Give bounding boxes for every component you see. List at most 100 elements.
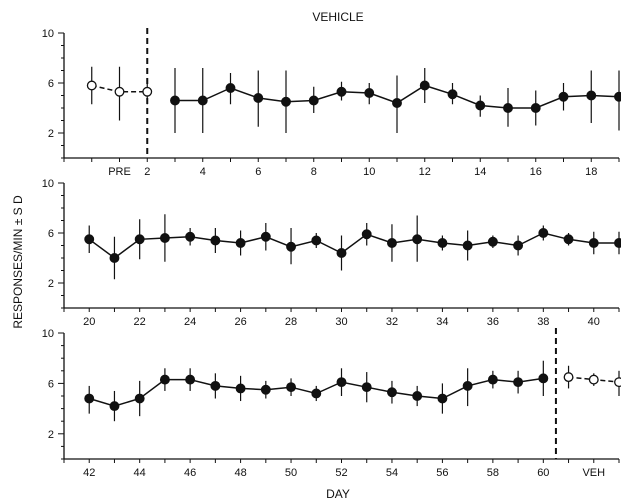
data-point <box>170 95 180 106</box>
y-tick-label: 2 <box>48 429 54 441</box>
x-tick-label: 36 <box>487 316 499 328</box>
data-point <box>210 235 221 246</box>
data-point <box>447 89 458 100</box>
data-point <box>412 391 423 401</box>
data-point <box>586 90 597 101</box>
x-tick-label: 58 <box>487 467 499 479</box>
series <box>84 214 621 280</box>
data-point <box>159 374 170 385</box>
x-tick-label: 60 <box>537 467 549 479</box>
data-point <box>487 374 498 385</box>
data-point <box>235 383 246 394</box>
data-point <box>260 231 271 242</box>
x-tick-label: 38 <box>537 316 549 328</box>
series <box>563 365 621 396</box>
data-point <box>419 80 430 91</box>
data-point <box>392 98 402 108</box>
data-point <box>159 233 170 243</box>
data-point <box>336 248 347 258</box>
x-tick-label: 44 <box>134 467 146 479</box>
data-point <box>185 231 196 242</box>
x-tick-label: 46 <box>184 467 196 479</box>
x-tick-label: 52 <box>335 467 347 479</box>
x-tick-label: 6 <box>255 166 261 178</box>
series-line <box>88 232 619 259</box>
data-point <box>286 382 296 393</box>
x-tick-label: 54 <box>386 467 398 479</box>
data-point <box>142 86 153 97</box>
data-point <box>84 234 95 245</box>
data-point <box>387 387 397 398</box>
data-point <box>412 234 423 245</box>
x-tick-label: 18 <box>585 166 597 178</box>
series <box>84 360 549 422</box>
data-point <box>311 235 322 246</box>
data-point <box>109 253 120 263</box>
x-group-label: VEH <box>582 467 605 479</box>
y-axis-label: RESPONSES/MIN ± S D <box>11 195 25 329</box>
y-tick-label: 6 <box>48 378 54 390</box>
y-tick-label: 6 <box>48 228 54 240</box>
data-point <box>109 401 120 412</box>
data-point <box>308 95 319 106</box>
data-point <box>134 234 145 245</box>
x-tick-label: 4 <box>200 166 206 178</box>
data-point <box>462 380 473 391</box>
x-tick-label: 22 <box>134 316 146 328</box>
data-point <box>364 88 375 98</box>
data-point <box>487 236 498 247</box>
data-point <box>513 377 524 388</box>
data-point <box>336 377 347 388</box>
data-point <box>475 100 486 111</box>
data-point <box>86 80 97 91</box>
x-tick-label: 50 <box>285 467 297 479</box>
series <box>170 68 621 133</box>
data-point <box>84 393 95 404</box>
x-group-label: PRE <box>108 166 131 178</box>
y-tick-label: 2 <box>48 278 54 290</box>
data-point <box>260 384 271 395</box>
data-point <box>197 95 208 106</box>
data-point <box>588 238 599 248</box>
data-point <box>563 234 574 245</box>
x-tick-label: 28 <box>285 316 297 328</box>
data-point <box>558 91 569 102</box>
data-point <box>387 238 397 248</box>
data-point <box>210 380 221 391</box>
x-tick-label: 24 <box>184 316 196 328</box>
panel-1: 2 6 10 2 4 6 8 10 12 14 16 18 PRE <box>42 28 621 178</box>
chart-title: VEHICLE <box>312 10 363 24</box>
data-point <box>538 373 549 384</box>
series <box>86 66 153 121</box>
data-point <box>614 91 621 102</box>
data-point <box>311 388 322 399</box>
x-tick-label: 32 <box>386 316 398 328</box>
x-tick-label: 48 <box>234 467 246 479</box>
data-point <box>281 96 291 107</box>
y-tick-label: 10 <box>42 178 54 190</box>
y-tick-label: 2 <box>48 128 54 140</box>
data-point <box>225 83 236 93</box>
data-point <box>336 86 347 97</box>
data-point <box>513 240 524 251</box>
data-point <box>563 372 574 383</box>
data-point <box>437 238 448 248</box>
x-tick-label: 20 <box>83 316 95 328</box>
data-point <box>588 374 599 385</box>
data-point <box>462 240 473 251</box>
data-point <box>253 93 264 103</box>
data-point <box>114 86 125 97</box>
data-point <box>286 241 296 252</box>
data-point <box>538 228 549 238</box>
x-tick-label: 2 <box>144 166 150 178</box>
data-point <box>235 238 246 248</box>
y-tick-label: 10 <box>42 28 54 40</box>
x-axis-label: DAY <box>326 487 350 501</box>
y-tick-label: 6 <box>48 78 54 90</box>
x-tick-label: 34 <box>436 316 448 328</box>
data-point <box>503 103 513 113</box>
data-point <box>614 238 621 248</box>
